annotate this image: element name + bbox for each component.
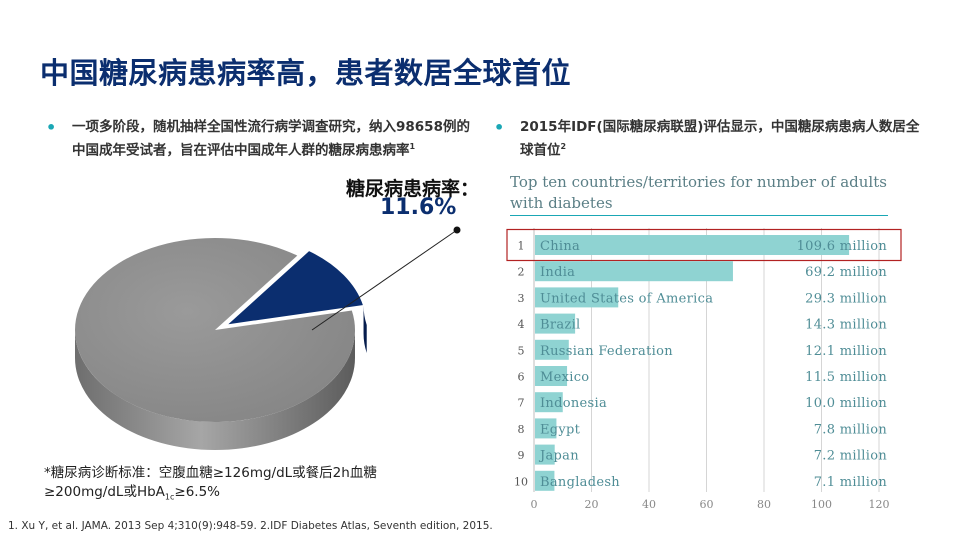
value-label: 7.2 million: [814, 449, 888, 464]
value-label: 10.0 million: [805, 396, 887, 411]
pie-slice-highlight-side: [363, 305, 367, 353]
value-label: 14.3 million: [805, 318, 887, 333]
category-label: Japan: [538, 449, 579, 464]
callout-leader-line: [311, 229, 458, 331]
bullet-dot-icon: •: [46, 118, 57, 137]
bullet-study-text: 一项多阶段，随机抽样全国性流行病学调查研究，纳入98658例的中国成年受试者，旨…: [72, 119, 470, 159]
bar: [535, 235, 850, 255]
value-label: 7.1 million: [814, 475, 888, 490]
diagnosis-note-line2-b: ≥6.5%: [174, 484, 221, 500]
bullet-dot-icon: •: [494, 118, 505, 137]
bar-chart-title-rule: [510, 215, 888, 216]
highlight-box: [506, 228, 902, 262]
rank-label: 4: [518, 318, 525, 331]
rank-label: 8: [518, 423, 525, 436]
category-label: India: [540, 265, 575, 280]
x-tick-label: 40: [642, 498, 656, 511]
diagnosis-note-line1: *糖尿病诊断标准：空腹血糖≥126mg/dL或餐后2h血糖: [44, 465, 377, 481]
bar-chart-title: Top ten countries/territories for number…: [510, 173, 887, 212]
value-label: 12.1 million: [805, 344, 887, 359]
callout-value: 11.6%: [380, 195, 457, 220]
bullet-study: • 一项多阶段，随机抽样全国性流行病学调查研究，纳入98658例的中国成年受试者…: [46, 118, 482, 161]
category-label: Brazil: [540, 318, 580, 333]
x-tick-label: 100: [811, 498, 832, 511]
pie-slice-other-side: [75, 330, 355, 450]
x-tick-label: 80: [757, 498, 771, 511]
bar: [535, 444, 555, 465]
pie-slice-other: [75, 238, 355, 422]
rank-label: 2: [518, 266, 525, 279]
value-label: 29.3 million: [805, 291, 887, 306]
diagnosis-note: *糖尿病诊断标准：空腹血糖≥126mg/dL或餐后2h血糖 ≥200mg/dL或…: [44, 464, 377, 507]
category-label: Indonesia: [540, 396, 607, 411]
slide-title: 中国糖尿病患病率高，患者数居全球首位: [40, 56, 572, 90]
callout-label: 糖尿病患病率：: [346, 178, 480, 200]
rank-label: 3: [518, 292, 525, 305]
bar: [535, 418, 557, 439]
category-label: United States of America: [540, 291, 713, 306]
bar: [535, 287, 619, 308]
bar: [535, 339, 569, 360]
value-label: 69.2 million: [805, 265, 887, 280]
category-label: Egypt: [540, 422, 581, 437]
bar: [535, 313, 576, 334]
rank-label: 5: [518, 344, 525, 357]
bar: [535, 470, 555, 491]
diagnosis-note-sub: 1c: [164, 492, 175, 502]
rank-label: 7: [518, 397, 525, 410]
rank-label: 1: [518, 240, 525, 253]
rank-label: 9: [518, 449, 525, 462]
category-label: Russian Federation: [540, 344, 673, 359]
diagnosis-note-line2-a: ≥200mg/dL或HbA: [44, 484, 165, 500]
category-label: Bangladesh: [540, 475, 620, 490]
rank-label: 10: [514, 475, 528, 488]
bar: [535, 261, 733, 282]
rank-label: 6: [518, 371, 525, 384]
category-label: Mexico: [540, 370, 589, 385]
bullet-study-ref: 1: [409, 142, 416, 151]
bar: [535, 366, 568, 386]
value-label: 109.6 million: [797, 239, 888, 254]
callout-marker: [453, 226, 461, 234]
x-tick-label: 20: [585, 498, 599, 511]
bullet-idf-ref: 2: [560, 142, 567, 151]
references: 1. Xu Y, et al. JAMA. 2013 Sep 4;310(9):…: [8, 520, 493, 532]
x-tick-label: 60: [700, 498, 714, 511]
bullet-idf-text: 2015年IDF(国际糖尿病联盟)评估显示，中国糖尿病患病人数居全球首位: [520, 119, 920, 159]
value-label: 7.8 million: [814, 422, 888, 437]
bar: [535, 392, 563, 413]
category-label: China: [540, 239, 580, 254]
diagnosis-note-line2: ≥200mg/dL或HbA1c≥6.5%: [44, 483, 377, 507]
pie-slice-highlight: [225, 249, 365, 326]
value-label: 11.5 million: [805, 370, 887, 385]
x-tick-label: 0: [531, 498, 538, 511]
x-tick-label: 120: [869, 498, 890, 511]
bullet-idf: • 2015年IDF(国际糖尿病联盟)评估显示，中国糖尿病患病人数居全球首位2: [494, 118, 920, 161]
